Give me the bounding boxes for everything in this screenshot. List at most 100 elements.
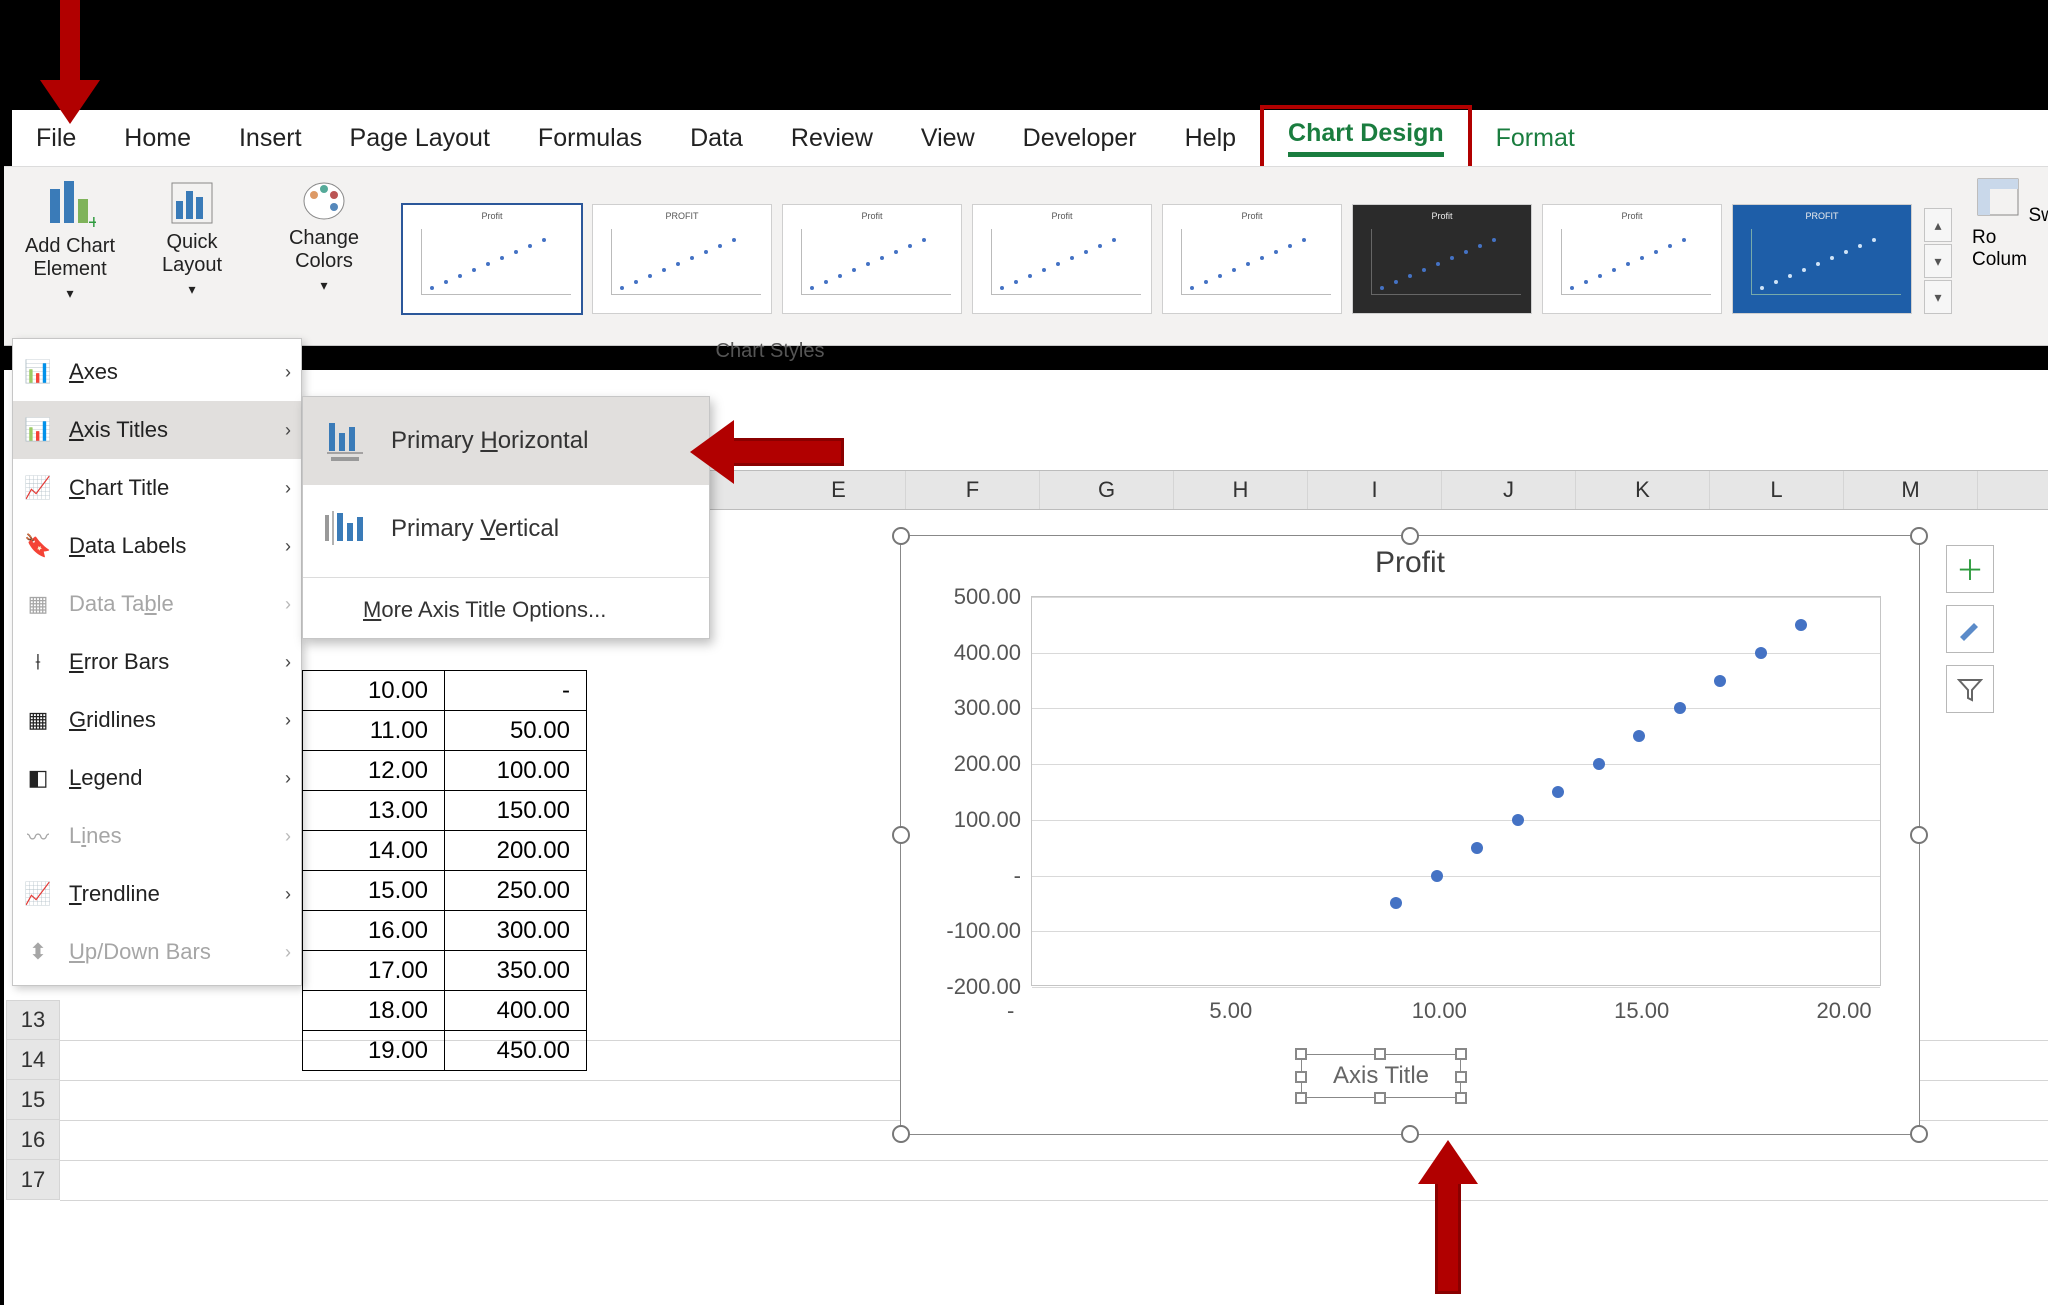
x-axis-title-box[interactable]: Axis Title bbox=[1301, 1054, 1461, 1098]
table-cell[interactable]: 11.00 bbox=[303, 711, 445, 751]
row-header-14[interactable]: 14 bbox=[6, 1040, 60, 1080]
tab-formulas[interactable]: Formulas bbox=[514, 114, 666, 163]
data-point[interactable] bbox=[1795, 619, 1807, 631]
menu-data-labels[interactable]: 🔖Data Labels› bbox=[13, 517, 301, 575]
chart-title[interactable]: Profit bbox=[901, 546, 1919, 580]
tab-view[interactable]: View bbox=[897, 114, 999, 163]
data-table: 10.00-11.0050.0012.00100.0013.00150.0014… bbox=[302, 670, 587, 1071]
table-cell[interactable]: 10.00 bbox=[303, 671, 445, 711]
table-cell[interactable]: 18.00 bbox=[303, 991, 445, 1031]
data-point[interactable] bbox=[1755, 647, 1767, 659]
data-point[interactable] bbox=[1593, 758, 1605, 770]
table-cell[interactable]: - bbox=[445, 671, 587, 711]
col-header-m[interactable]: M bbox=[1844, 471, 1978, 509]
table-cell[interactable]: 15.00 bbox=[303, 871, 445, 911]
col-header-j[interactable]: J bbox=[1442, 471, 1576, 509]
submenu-primary-vertical[interactable]: Primary Vertical bbox=[303, 485, 709, 573]
row-header-13[interactable]: 13 bbox=[6, 1000, 60, 1040]
tab-home[interactable]: Home bbox=[100, 114, 215, 163]
data-point[interactable] bbox=[1552, 786, 1564, 798]
chart-style-2[interactable]: PROFIT bbox=[592, 204, 772, 314]
funnel-icon bbox=[1957, 676, 1983, 702]
table-cell[interactable]: 300.00 bbox=[445, 911, 587, 951]
menu-axes[interactable]: 📊Axes› bbox=[13, 343, 301, 401]
gallery-more[interactable]: ▾ bbox=[1924, 280, 1952, 314]
chart-style-3[interactable]: Profit bbox=[782, 204, 962, 314]
chart-styles-button[interactable] bbox=[1946, 605, 1994, 653]
table-cell[interactable]: 12.00 bbox=[303, 751, 445, 791]
col-header-h[interactable]: H bbox=[1174, 471, 1308, 509]
menu-lines: 〰Lines› bbox=[13, 807, 301, 865]
chevron-down-icon: ▾ bbox=[320, 277, 327, 294]
data-point[interactable] bbox=[1512, 814, 1524, 826]
data-point[interactable] bbox=[1674, 702, 1686, 714]
col-header-g[interactable]: G bbox=[1040, 471, 1174, 509]
chart-style-1[interactable]: Profit bbox=[402, 204, 582, 314]
change-colors-button[interactable]: Change Colors ▾ bbox=[274, 173, 374, 294]
tab-review[interactable]: Review bbox=[767, 114, 897, 163]
submenu-primary-horizontal[interactable]: Primary Horizontal bbox=[303, 397, 709, 485]
gallery-scroll-down[interactable]: ▾ bbox=[1924, 244, 1952, 278]
add-chart-element-button[interactable]: + Add Chart Element ▾ bbox=[10, 173, 130, 302]
col-header-k[interactable]: K bbox=[1576, 471, 1710, 509]
col-header-l[interactable]: L bbox=[1710, 471, 1844, 509]
data-point[interactable] bbox=[1431, 870, 1443, 882]
quick-layout-button[interactable]: Quick Layout ▾ bbox=[142, 173, 242, 298]
chart-elements-button[interactable]: ＋ bbox=[1946, 545, 1994, 593]
row-header-16[interactable]: 16 bbox=[6, 1120, 60, 1160]
table-cell[interactable]: 17.00 bbox=[303, 951, 445, 991]
table-cell[interactable]: 400.00 bbox=[445, 991, 587, 1031]
table-cell[interactable]: 250.00 bbox=[445, 871, 587, 911]
row-header-15[interactable]: 15 bbox=[6, 1080, 60, 1120]
tab-page-layout[interactable]: Page Layout bbox=[326, 114, 514, 163]
table-cell[interactable]: 16.00 bbox=[303, 911, 445, 951]
table-cell[interactable]: 200.00 bbox=[445, 831, 587, 871]
row-header-17[interactable]: 17 bbox=[6, 1160, 60, 1200]
col-header-f[interactable]: F bbox=[906, 471, 1040, 509]
data-point[interactable] bbox=[1714, 675, 1726, 687]
menu-gridlines[interactable]: ▦Gridlines› bbox=[13, 691, 301, 749]
tab-insert[interactable]: Insert bbox=[215, 114, 326, 163]
table-cell[interactable]: 350.00 bbox=[445, 951, 587, 991]
tab-developer[interactable]: Developer bbox=[999, 114, 1161, 163]
menu-legend[interactable]: ◧Legend› bbox=[13, 749, 301, 807]
chart-style-5[interactable]: Profit bbox=[1162, 204, 1342, 314]
col-header-i[interactable]: I bbox=[1308, 471, 1442, 509]
x-tick-label: 15.00 bbox=[1614, 998, 1669, 1024]
plot-area[interactable] bbox=[1031, 596, 1881, 986]
data-table-icon: ▦ bbox=[23, 591, 53, 617]
table-cell[interactable]: 50.00 bbox=[445, 711, 587, 751]
error-bars-icon: ⟊ bbox=[23, 649, 53, 675]
data-point[interactable] bbox=[1633, 730, 1645, 742]
data-point[interactable] bbox=[1471, 842, 1483, 854]
chart-style-6[interactable]: Profit bbox=[1352, 204, 1532, 314]
tab-format[interactable]: Format bbox=[1472, 114, 1599, 163]
switch-row-column-button[interactable]: Switch RoColum bbox=[1972, 173, 2048, 271]
menu-error-bars[interactable]: ⟊Error Bars› bbox=[13, 633, 301, 691]
gallery-scroll-up[interactable]: ▴ bbox=[1924, 208, 1952, 242]
table-cell[interactable]: 19.00 bbox=[303, 1031, 445, 1071]
y-tick-label: 300.00 bbox=[921, 695, 1021, 721]
gridlines-icon: ▦ bbox=[23, 707, 53, 733]
submenu-more-axis-title-options[interactable]: More Axis Title Options... bbox=[303, 582, 709, 638]
menu-trendline[interactable]: 📈Trendline› bbox=[13, 865, 301, 923]
table-cell[interactable]: 100.00 bbox=[445, 751, 587, 791]
embedded-chart[interactable]: Profit Axis Title 500.00400.00300.00200.… bbox=[900, 535, 1920, 1135]
table-cell[interactable]: 150.00 bbox=[445, 791, 587, 831]
x-tick-label: 5.00 bbox=[1209, 998, 1252, 1024]
y-tick-label: 100.00 bbox=[921, 807, 1021, 833]
tab-data[interactable]: Data bbox=[666, 114, 767, 163]
table-cell[interactable]: 450.00 bbox=[445, 1031, 587, 1071]
updown-bars-icon: ⬍ bbox=[23, 939, 53, 965]
chart-style-8[interactable]: PROFIT bbox=[1732, 204, 1912, 314]
tab-chart-design[interactable]: Chart Design bbox=[1260, 105, 1472, 171]
data-point[interactable] bbox=[1390, 897, 1402, 909]
chart-style-4[interactable]: Profit bbox=[972, 204, 1152, 314]
table-cell[interactable]: 13.00 bbox=[303, 791, 445, 831]
menu-chart-title[interactable]: 📈Chart Title› bbox=[13, 459, 301, 517]
tab-help[interactable]: Help bbox=[1161, 114, 1260, 163]
chart-style-7[interactable]: Profit bbox=[1542, 204, 1722, 314]
menu-axis-titles[interactable]: 📊Axis Titles› bbox=[13, 401, 301, 459]
chart-filters-button[interactable] bbox=[1946, 665, 1994, 713]
table-cell[interactable]: 14.00 bbox=[303, 831, 445, 871]
